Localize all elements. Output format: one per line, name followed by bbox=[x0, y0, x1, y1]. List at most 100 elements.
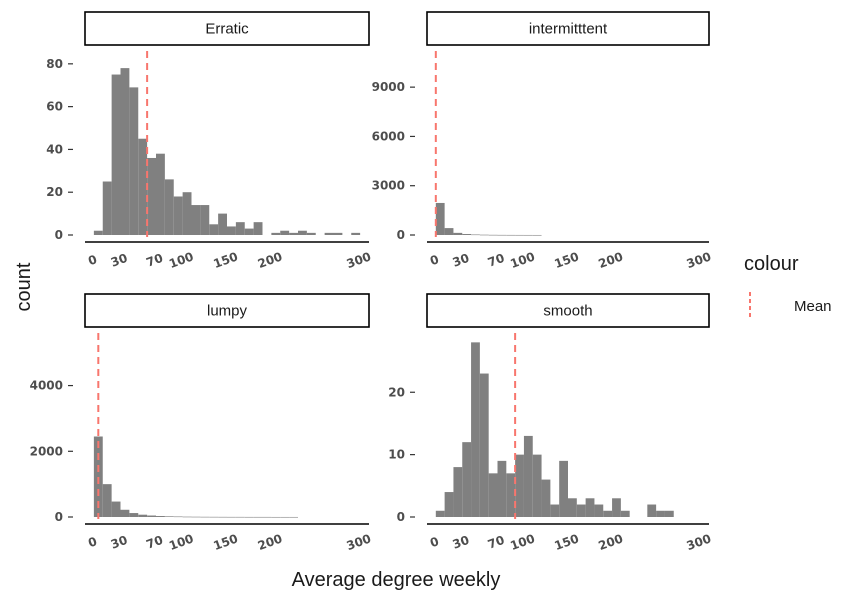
x-tick-label: 200 bbox=[256, 249, 284, 271]
histogram-bar bbox=[182, 192, 192, 235]
histogram-bar bbox=[129, 87, 139, 235]
x-tick-label: 150 bbox=[211, 249, 239, 271]
y-tick-label: 20 bbox=[388, 385, 405, 399]
strip-label: smooth bbox=[543, 303, 592, 320]
y-tick-label: 0 bbox=[55, 510, 63, 524]
histogram-bar bbox=[532, 234, 542, 236]
histogram-bar bbox=[138, 514, 148, 517]
histogram-bar bbox=[173, 196, 183, 235]
histogram-bar bbox=[351, 232, 361, 235]
histogram-bar bbox=[594, 504, 604, 517]
histogram-bar bbox=[532, 454, 542, 517]
y-tick-label: 80 bbox=[46, 57, 63, 71]
histogram-bar bbox=[612, 498, 621, 517]
histogram-bar bbox=[479, 234, 489, 236]
histogram-bar bbox=[147, 157, 156, 235]
histogram-bar bbox=[93, 230, 103, 235]
histogram-bar bbox=[656, 510, 665, 517]
y-tick-label: 3000 bbox=[372, 179, 405, 193]
histogram-bar bbox=[523, 435, 533, 517]
histogram-bar bbox=[453, 467, 463, 517]
histogram-bar bbox=[444, 492, 454, 517]
histogram-bar bbox=[435, 510, 445, 517]
y-tick-label: 20 bbox=[46, 185, 63, 199]
histogram-bar bbox=[453, 232, 463, 235]
histogram-bar bbox=[568, 498, 577, 517]
histogram-bar bbox=[444, 228, 454, 235]
histogram-bar bbox=[235, 222, 245, 235]
histogram-bar bbox=[227, 226, 236, 235]
histogram-bar bbox=[182, 516, 192, 518]
x-tick-label: 100 bbox=[508, 531, 536, 553]
histogram-bar bbox=[191, 205, 201, 235]
x-tick-label: 200 bbox=[597, 531, 625, 553]
histogram-bar bbox=[200, 205, 210, 235]
y-axis-title: count bbox=[13, 262, 35, 311]
histogram-bar bbox=[462, 442, 472, 517]
histogram-bar bbox=[506, 234, 516, 236]
histogram-bar bbox=[164, 516, 174, 517]
histogram-bar bbox=[471, 342, 480, 517]
x-tick-label: 200 bbox=[597, 249, 625, 271]
panel-intermitttent: intermitttent 0 3000 6000 9000 0 30 70 100 150 200… bbox=[372, 11, 713, 271]
histogram-bar bbox=[280, 230, 290, 235]
y-tick-label: 4000 bbox=[30, 379, 63, 393]
x-tick-label: 0 bbox=[428, 534, 441, 550]
histogram-bar bbox=[111, 501, 121, 517]
histogram-bar bbox=[515, 454, 524, 517]
y-tick-label: 2000 bbox=[30, 444, 63, 458]
y-tick-label: 0 bbox=[397, 228, 405, 242]
x-tick-label: 150 bbox=[552, 249, 580, 271]
histogram-bar bbox=[271, 232, 281, 235]
histogram-bar bbox=[647, 504, 657, 517]
histogram-bar bbox=[497, 460, 507, 517]
x-axis-title: Average degree weekly bbox=[292, 569, 501, 591]
strip-erratic bbox=[84, 11, 370, 46]
x-tick-label: 30 bbox=[451, 251, 471, 270]
histogram-bar bbox=[488, 234, 498, 236]
y-tick-label: 9000 bbox=[372, 80, 405, 94]
x-tick-label: 300 bbox=[685, 249, 713, 271]
x-tick-label: 100 bbox=[508, 249, 536, 271]
histogram-bar bbox=[471, 234, 480, 236]
x-tick-label: 30 bbox=[451, 533, 471, 552]
histogram-bar bbox=[156, 516, 165, 517]
x-tick-label: 300 bbox=[685, 531, 713, 553]
histogram-bar bbox=[209, 516, 219, 518]
y-tick-label: 0 bbox=[397, 510, 405, 524]
histogram-bar bbox=[173, 516, 183, 518]
x-tick-label: 0 bbox=[86, 534, 99, 550]
y-tick-label: 6000 bbox=[372, 129, 405, 143]
histogram-bar bbox=[156, 153, 165, 235]
x-tick-label: 70 bbox=[486, 251, 506, 270]
histogram-bar bbox=[435, 202, 445, 235]
legend: colour Mean bbox=[744, 253, 832, 318]
histogram-bar bbox=[253, 516, 263, 518]
y-tick-label: 0 bbox=[55, 228, 63, 242]
histogram-bar bbox=[271, 516, 281, 518]
histogram-bar bbox=[200, 516, 210, 518]
histogram-bar bbox=[120, 68, 130, 236]
panel-lumpy: lumpy 0 2000 4000 0 30 70 100 150 200 300 bbox=[30, 293, 373, 553]
histogram-bar bbox=[191, 516, 201, 518]
legend-title: colour bbox=[744, 253, 799, 275]
histogram-bar bbox=[333, 232, 343, 235]
x-tick-label: 70 bbox=[144, 533, 164, 552]
histogram-bar bbox=[147, 515, 156, 517]
histogram-bar bbox=[120, 509, 130, 517]
histogram-bar bbox=[306, 232, 316, 235]
histogram-bar bbox=[218, 213, 227, 235]
histogram-bar bbox=[93, 436, 103, 517]
x-tick-label: 100 bbox=[167, 249, 195, 271]
histogram-bar bbox=[298, 230, 307, 235]
histogram-bar bbox=[227, 516, 236, 518]
histogram-bar bbox=[488, 473, 498, 517]
y-tick-label: 60 bbox=[46, 100, 63, 114]
strip-label: lumpy bbox=[207, 303, 248, 320]
histogram-bar bbox=[462, 234, 472, 235]
histogram-bar bbox=[235, 516, 245, 518]
histogram-bar bbox=[620, 510, 630, 517]
